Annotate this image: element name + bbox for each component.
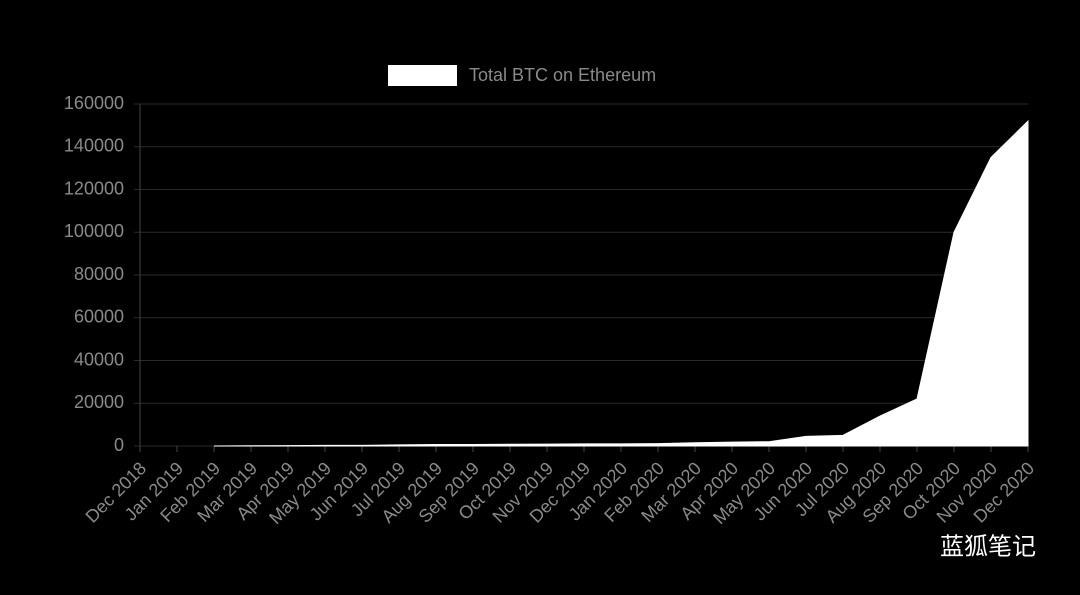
watermark: 蓝狐笔记 — [940, 533, 1036, 560]
y-tick-label: 160000 — [64, 93, 124, 113]
y-tick-label: 80000 — [74, 264, 124, 284]
y-tick-label: 20000 — [74, 392, 124, 412]
y-tick-label: 120000 — [64, 178, 124, 198]
legend-label: Total BTC on Ethereum — [469, 65, 656, 85]
legend-swatch — [388, 65, 457, 86]
y-tick-label: 0 — [114, 435, 124, 455]
y-tick-label: 140000 — [64, 136, 124, 156]
y-tick-label: 40000 — [74, 349, 124, 369]
y-tick-label: 60000 — [74, 307, 124, 327]
y-tick-label: 100000 — [64, 221, 124, 241]
area — [213, 119, 1029, 447]
